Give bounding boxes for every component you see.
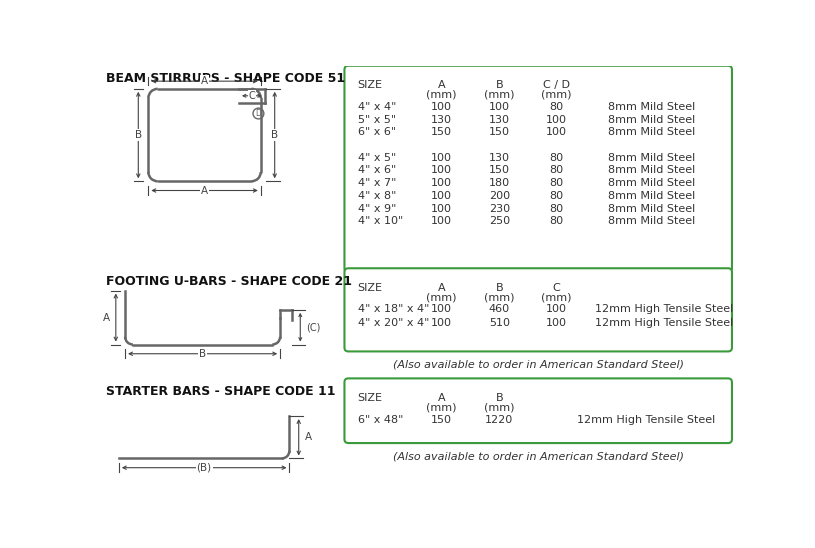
Text: 8mm Mild Steel: 8mm Mild Steel [608,153,695,163]
Text: A: A [104,312,110,323]
Text: 4" x 18" x 4": 4" x 18" x 4" [358,305,429,315]
Text: BEAM STIRRUPS - SHAPE CODE 51: BEAM STIRRUPS - SHAPE CODE 51 [106,72,345,85]
Text: 100: 100 [431,102,452,112]
Text: A: A [438,283,445,293]
Text: 100: 100 [545,127,566,138]
Text: 130: 130 [431,115,452,124]
Text: 80: 80 [549,178,563,188]
Text: 100: 100 [545,305,566,315]
Text: C / D: C / D [543,81,570,90]
Text: 150: 150 [431,127,452,138]
Text: 8mm Mild Steel: 8mm Mild Steel [608,127,695,138]
Text: C: C [249,91,255,101]
Text: SIZE: SIZE [358,81,382,90]
FancyBboxPatch shape [345,269,732,351]
Text: 6" x 48": 6" x 48" [358,415,403,425]
FancyBboxPatch shape [345,66,732,272]
Text: (mm): (mm) [484,292,515,302]
Text: (mm): (mm) [484,402,515,412]
Text: 8mm Mild Steel: 8mm Mild Steel [608,115,695,124]
Text: A: A [438,393,445,403]
Text: (Also available to order in American Standard Steel): (Also available to order in American Sta… [393,452,684,461]
Text: B: B [134,130,142,140]
Text: 100: 100 [431,153,452,163]
Text: 100: 100 [545,317,566,328]
Text: B: B [496,81,504,90]
Text: (mm): (mm) [426,292,456,302]
Text: 8mm Mild Steel: 8mm Mild Steel [608,165,695,175]
Text: B: B [199,349,206,359]
Text: C: C [552,283,560,293]
Text: 12mm High Tensile Steel: 12mm High Tensile Steel [595,317,733,328]
Text: A: A [201,76,208,86]
Text: SIZE: SIZE [358,393,382,403]
Text: 12mm High Tensile Steel: 12mm High Tensile Steel [577,415,716,425]
Text: 100: 100 [431,204,452,214]
Text: 4" x 10": 4" x 10" [358,216,403,226]
Text: 150: 150 [489,165,510,175]
Text: 5" x 5": 5" x 5" [358,115,396,124]
Text: 250: 250 [489,216,510,226]
Text: 4" x 7": 4" x 7" [358,178,396,188]
Text: 6" x 6": 6" x 6" [358,127,396,138]
Text: (mm): (mm) [426,90,456,100]
Text: 100: 100 [489,102,510,112]
Text: 4" x 20" x 4": 4" x 20" x 4" [358,317,429,328]
Text: 100: 100 [431,305,452,315]
Text: 130: 130 [489,115,510,124]
Text: 100: 100 [431,191,452,201]
Text: 80: 80 [549,102,563,112]
Text: 4" x 8": 4" x 8" [358,191,396,201]
Text: B: B [496,393,504,403]
Text: B: B [271,130,278,140]
Text: (mm): (mm) [541,292,571,302]
Text: (C): (C) [306,322,321,332]
Text: FOOTING U-BARS - SHAPE CODE 21: FOOTING U-BARS - SHAPE CODE 21 [106,275,352,288]
Text: 8mm Mild Steel: 8mm Mild Steel [608,216,695,226]
Text: D: D [255,109,262,118]
Text: 12mm High Tensile Steel: 12mm High Tensile Steel [595,305,733,315]
Text: 80: 80 [549,216,563,226]
Text: 100: 100 [545,115,566,124]
Text: 8mm Mild Steel: 8mm Mild Steel [608,102,695,112]
Text: 8mm Mild Steel: 8mm Mild Steel [608,178,695,188]
Text: 4" x 4": 4" x 4" [358,102,396,112]
Text: 100: 100 [431,216,452,226]
Text: 100: 100 [431,178,452,188]
Text: 230: 230 [489,204,510,214]
Text: 8mm Mild Steel: 8mm Mild Steel [608,191,695,201]
Text: 4" x 5": 4" x 5" [358,153,396,163]
Text: 1220: 1220 [485,415,513,425]
Text: SIZE: SIZE [358,283,382,293]
Text: 80: 80 [549,191,563,201]
Text: 4" x 6": 4" x 6" [358,165,396,175]
Text: 460: 460 [489,305,510,315]
Text: STARTER BARS - SHAPE CODE 11: STARTER BARS - SHAPE CODE 11 [106,385,335,398]
Text: (mm): (mm) [484,90,515,100]
Text: (mm): (mm) [426,402,456,412]
Text: 4" x 9": 4" x 9" [358,204,396,214]
Text: 200: 200 [489,191,510,201]
Text: B: B [496,283,504,293]
Text: (Also available to order in American Standard Steel): (Also available to order in American Sta… [393,360,684,370]
Text: 80: 80 [549,153,563,163]
Text: 80: 80 [549,204,563,214]
FancyBboxPatch shape [345,378,732,443]
Text: (B): (B) [196,463,212,473]
Text: 100: 100 [431,317,452,328]
Text: 80: 80 [549,165,563,175]
Text: 180: 180 [489,178,510,188]
Text: 130: 130 [489,153,510,163]
Text: 510: 510 [489,317,510,328]
Text: A: A [438,81,445,90]
Text: A: A [201,186,208,196]
Text: 8mm Mild Steel: 8mm Mild Steel [608,204,695,214]
Text: (mm): (mm) [541,90,571,100]
Text: 100: 100 [431,165,452,175]
Text: 150: 150 [489,127,510,138]
Text: A: A [305,432,312,442]
Text: 150: 150 [431,415,452,425]
